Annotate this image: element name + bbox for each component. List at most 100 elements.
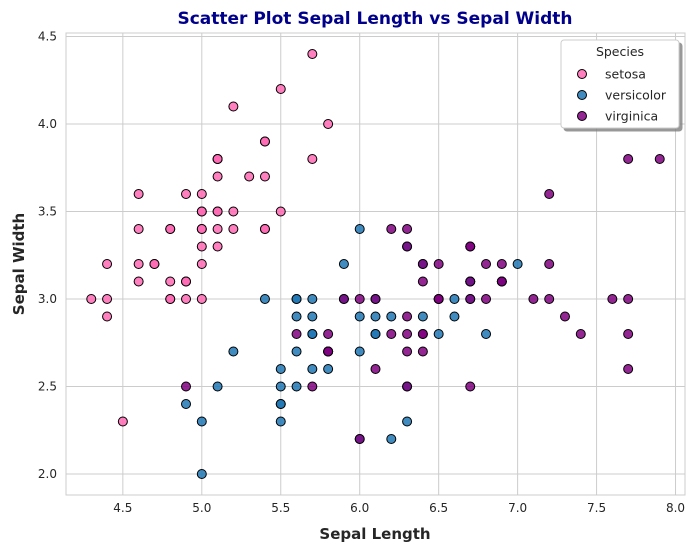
plot-area-frame — [65, 32, 686, 496]
x-tick-label: 8.0 — [666, 501, 685, 515]
data-point-setosa — [196, 241, 207, 252]
data-point-virginica — [654, 154, 665, 164]
y-tick-label: 3.0 — [38, 292, 57, 306]
x-tick-label: 6.0 — [350, 501, 369, 515]
data-point-versicolor — [259, 294, 270, 304]
data-point-virginica — [496, 259, 507, 269]
data-point-versicolor — [291, 346, 302, 357]
data-point-virginica — [402, 346, 413, 357]
data-point-setosa — [259, 224, 270, 234]
series-setosa — [86, 49, 334, 427]
data-point-virginica — [465, 276, 476, 287]
data-point-virginica — [417, 276, 428, 287]
data-point-setosa — [196, 294, 207, 304]
data-point-versicolor — [354, 311, 365, 322]
data-point-setosa — [102, 294, 113, 304]
data-point-setosa — [102, 259, 113, 269]
data-point-virginica — [544, 294, 555, 304]
x-tick-label: 7.5 — [587, 501, 606, 515]
data-point-versicolor — [354, 346, 365, 357]
legend-title: Species — [596, 44, 644, 59]
data-point-virginica — [370, 364, 381, 374]
data-point-setosa — [259, 171, 270, 182]
data-point-virginica — [607, 294, 618, 304]
data-point-setosa — [86, 294, 97, 304]
data-point-versicolor — [307, 294, 318, 304]
legend: Species setosa versicolor virginica — [560, 39, 680, 129]
data-point-setosa — [212, 154, 223, 164]
data-point-setosa — [228, 101, 239, 112]
data-point-versicolor — [212, 381, 223, 392]
data-point-setosa — [117, 416, 128, 427]
data-point-setosa — [228, 206, 239, 217]
chart-title: Scatter Plot Sepal Length vs Sepal Width — [177, 9, 572, 29]
data-point-versicolor — [323, 364, 334, 374]
data-point-virginica — [323, 329, 334, 339]
data-point-setosa — [181, 189, 192, 199]
data-point-virginica — [465, 241, 476, 252]
data-point-virginica — [370, 294, 381, 304]
y-tick-label: 3.5 — [38, 205, 57, 219]
data-point-versicolor — [291, 294, 302, 304]
data-point-virginica — [481, 294, 492, 304]
x-tick-label: 7.0 — [508, 501, 527, 515]
legend-box — [560, 39, 680, 129]
data-point-setosa — [149, 259, 160, 269]
data-point-versicolor — [228, 346, 239, 357]
data-point-virginica — [354, 294, 365, 304]
data-point-versicolor — [291, 311, 302, 322]
data-point-versicolor — [307, 329, 318, 339]
data-point-versicolor — [275, 399, 286, 409]
y-axis-label: Sepal Width — [10, 213, 28, 315]
data-point-setosa — [228, 224, 239, 234]
y-tick-label: 2.0 — [38, 467, 57, 481]
data-point-virginica — [623, 364, 634, 374]
data-point-setosa — [133, 276, 144, 287]
x-axis-ticks: 4.5 5.0 5.5 6.0 6.5 7.0 7.5 8.0 — [113, 501, 685, 515]
data-point-setosa — [307, 49, 318, 59]
data-point-virginica — [307, 381, 318, 392]
legend-label-setosa: setosa — [605, 67, 646, 82]
data-point-setosa — [133, 224, 144, 234]
series-virginica — [181, 154, 665, 444]
data-point-versicolor — [449, 311, 460, 322]
data-point-virginica — [433, 294, 444, 304]
data-point-versicolor — [307, 364, 318, 374]
data-point-virginica — [291, 329, 302, 339]
data-point-virginica — [481, 259, 492, 269]
data-point-versicolor — [307, 311, 318, 322]
data-point-virginica — [559, 311, 570, 322]
data-point-virginica — [354, 434, 365, 444]
data-point-virginica — [575, 329, 586, 339]
data-point-setosa — [212, 206, 223, 217]
legend-label-virginica: virginica — [605, 109, 658, 124]
data-point-versicolor — [354, 224, 365, 234]
x-tick-label: 4.5 — [113, 501, 132, 515]
data-point-setosa — [244, 171, 255, 182]
x-tick-label: 6.5 — [429, 501, 448, 515]
data-point-versicolor — [417, 311, 428, 322]
data-point-setosa — [196, 224, 207, 234]
data-point-virginica — [402, 381, 413, 392]
data-point-virginica — [402, 329, 413, 339]
data-point-virginica — [417, 259, 428, 269]
y-tick-label: 2.5 — [38, 380, 57, 394]
data-point-virginica — [386, 224, 397, 234]
data-point-setosa — [323, 119, 334, 129]
data-point-versicolor — [275, 364, 286, 374]
data-point-setosa — [196, 206, 207, 217]
data-point-setosa — [165, 224, 176, 234]
data-point-setosa — [181, 294, 192, 304]
data-point-setosa — [196, 259, 207, 269]
data-point-versicolor — [275, 381, 286, 392]
data-point-versicolor — [338, 259, 349, 269]
data-point-virginica — [623, 154, 634, 164]
data-point-setosa — [133, 189, 144, 199]
data-point-setosa — [196, 189, 207, 199]
data-point-versicolor — [433, 329, 444, 339]
data-point-versicolor — [449, 294, 460, 304]
data-point-versicolor — [196, 416, 207, 427]
data-point-virginica — [386, 329, 397, 339]
data-point-setosa — [275, 84, 286, 94]
data-point-setosa — [212, 224, 223, 234]
